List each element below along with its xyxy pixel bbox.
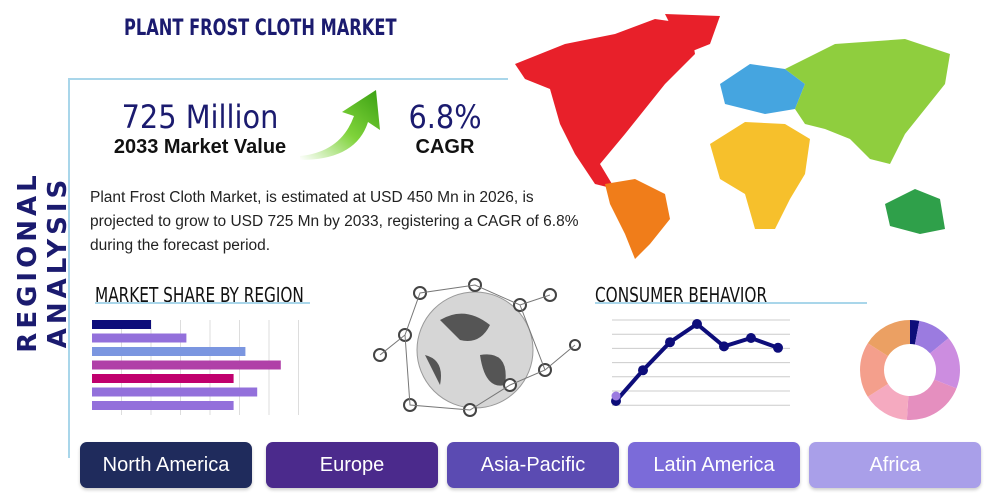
share-bar bbox=[92, 387, 258, 397]
north-america-shape bbox=[515, 19, 695, 189]
region-button-latin-america[interactable]: Latin America bbox=[628, 442, 800, 488]
region-button-africa[interactable]: Africa bbox=[809, 442, 981, 488]
share-bar bbox=[92, 401, 234, 410]
behavior-point bbox=[665, 337, 675, 348]
south-america-shape bbox=[605, 179, 670, 259]
donut-slice bbox=[860, 343, 889, 397]
divider bbox=[95, 302, 310, 304]
market-value-label: 2033 Market Value bbox=[113, 136, 287, 158]
side-title: REGIONAL ANALYSIS bbox=[13, 171, 73, 353]
share-bar bbox=[92, 333, 187, 343]
share-bar bbox=[92, 347, 246, 356]
behavior-point bbox=[692, 319, 702, 329]
market-share-bar-chart bbox=[92, 320, 299, 415]
page-title: PLANT FROST CLOTH MARKET bbox=[124, 16, 397, 41]
frame-divider bbox=[68, 78, 70, 458]
region-button-north-america[interactable]: North America bbox=[80, 442, 252, 488]
behavior-point bbox=[719, 341, 729, 352]
behavior-point bbox=[773, 342, 783, 353]
globe-network-image bbox=[373, 278, 581, 417]
share-bar bbox=[92, 374, 234, 383]
cagr-label: CAGR bbox=[415, 136, 475, 158]
divider bbox=[595, 302, 867, 304]
donut-slice bbox=[906, 379, 957, 420]
asia-shape bbox=[785, 39, 950, 164]
market-value: 725 Million bbox=[121, 98, 279, 136]
frame-divider bbox=[68, 78, 508, 80]
behavior-point bbox=[638, 365, 648, 376]
behavior-point bbox=[746, 333, 756, 343]
behavior-point bbox=[611, 391, 621, 401]
share-bar bbox=[92, 320, 151, 329]
region-button-asia-pacific[interactable]: Asia-Pacific bbox=[447, 442, 619, 488]
cagr-value: 6.8% bbox=[408, 98, 482, 136]
donut-slice bbox=[910, 320, 920, 345]
consumer-donut-chart bbox=[860, 320, 960, 420]
europe-shape bbox=[720, 64, 805, 114]
share-bar bbox=[92, 360, 281, 370]
region-button-europe[interactable]: Europe bbox=[266, 442, 438, 488]
africa-shape bbox=[710, 122, 810, 229]
donut-slice bbox=[914, 320, 949, 354]
world-map bbox=[515, 14, 950, 259]
growth-arrow-icon bbox=[300, 90, 380, 160]
consumer-line-chart bbox=[611, 319, 790, 406]
description: Plant Frost Cloth Market, is estimated a… bbox=[90, 189, 579, 254]
donut-slice bbox=[930, 338, 960, 389]
donut-slice bbox=[867, 383, 909, 420]
oceania-shape bbox=[885, 189, 945, 234]
donut-slice bbox=[867, 320, 910, 357]
